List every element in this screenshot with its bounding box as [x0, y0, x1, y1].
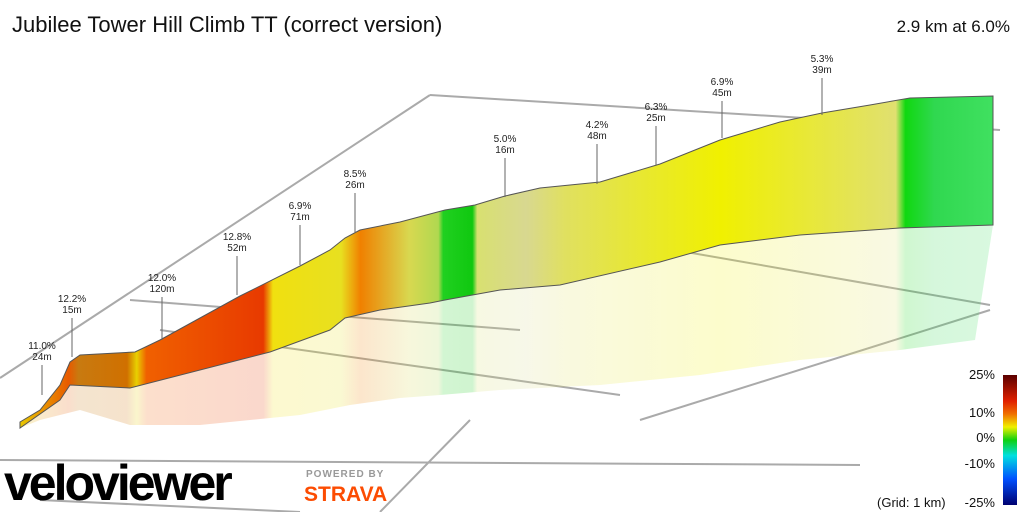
- legend-label: -25%: [965, 495, 996, 510]
- annotation-grade: 12.8%: [223, 232, 251, 243]
- annotation-grade: 11.0%: [28, 341, 56, 352]
- strava: STRAVA: [304, 483, 387, 506]
- legend-label: 0%: [976, 430, 995, 445]
- annotation-length: 16m: [495, 145, 514, 156]
- annotation-grade: 12.0%: [148, 273, 176, 284]
- annotation-grade: 6.3%: [645, 102, 668, 113]
- grid-note: (Grid: 1 km): [877, 495, 946, 510]
- annotation-length: 52m: [227, 243, 246, 254]
- legend-label: 25%: [969, 367, 995, 382]
- annotation-length: 45m: [712, 88, 731, 99]
- annotation-length: 25m: [646, 113, 665, 124]
- annotation-length: 120m: [149, 284, 174, 295]
- reflection: [20, 225, 993, 428]
- logo: veloviewer: [4, 455, 232, 511]
- legend-label: 10%: [969, 405, 995, 420]
- annotation-grade: 5.0%: [494, 134, 517, 145]
- annotation-length: 24m: [32, 352, 51, 363]
- annotation-length: 48m: [587, 131, 606, 142]
- legend-bar: [1003, 375, 1017, 505]
- annotation-grade: 6.9%: [289, 201, 312, 212]
- title: Jubilee Tower Hill Climb TT (correct ver…: [12, 12, 442, 37]
- annotation-grade: 8.5%: [344, 169, 367, 180]
- annotation-grade: 6.9%: [711, 77, 734, 88]
- annotation-length: 26m: [345, 180, 364, 191]
- annotation-length: 39m: [812, 65, 831, 76]
- annotation-grade: 12.2%: [58, 294, 86, 305]
- annotation-length: 15m: [62, 305, 81, 316]
- annotation-grade: 4.2%: [586, 120, 609, 131]
- powered-by: POWERED BY: [306, 469, 384, 480]
- annotation-length: 71m: [290, 212, 309, 223]
- summary: 2.9 km at 6.0%: [897, 17, 1010, 36]
- annotation-grade: 5.3%: [811, 54, 834, 65]
- legend-label: -10%: [965, 456, 996, 471]
